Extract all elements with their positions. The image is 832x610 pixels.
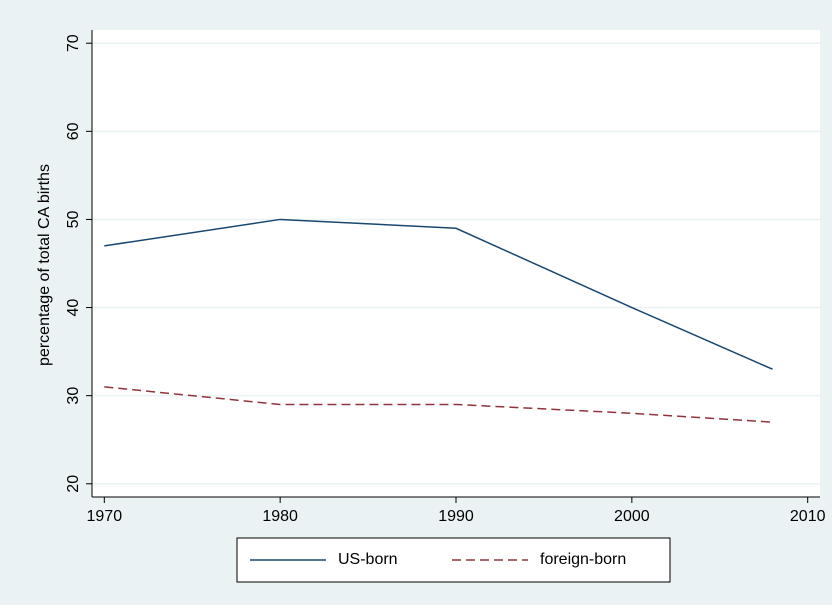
y-tick-label: 30: [65, 387, 82, 405]
plot-area: [92, 30, 820, 497]
y-tick-label: 50: [65, 210, 82, 228]
y-tick-label: 40: [65, 299, 82, 317]
y-axis-label: percentage of total CA births: [36, 164, 53, 366]
x-tick-label: 1980: [262, 508, 298, 525]
x-tick-label: 1990: [438, 508, 474, 525]
x-tick-label: 2010: [790, 508, 826, 525]
y-tick-label: 60: [65, 122, 82, 140]
y-tick-label: 20: [65, 475, 82, 493]
y-tick-label: 70: [65, 34, 82, 52]
series-line: [104, 218, 773, 370]
series-line: [104, 386, 773, 423]
legend-label: US-born: [338, 551, 398, 568]
legend-label: foreign-born: [540, 551, 626, 568]
x-tick-label: 2000: [614, 508, 650, 525]
x-tick-label: 1970: [87, 508, 123, 525]
